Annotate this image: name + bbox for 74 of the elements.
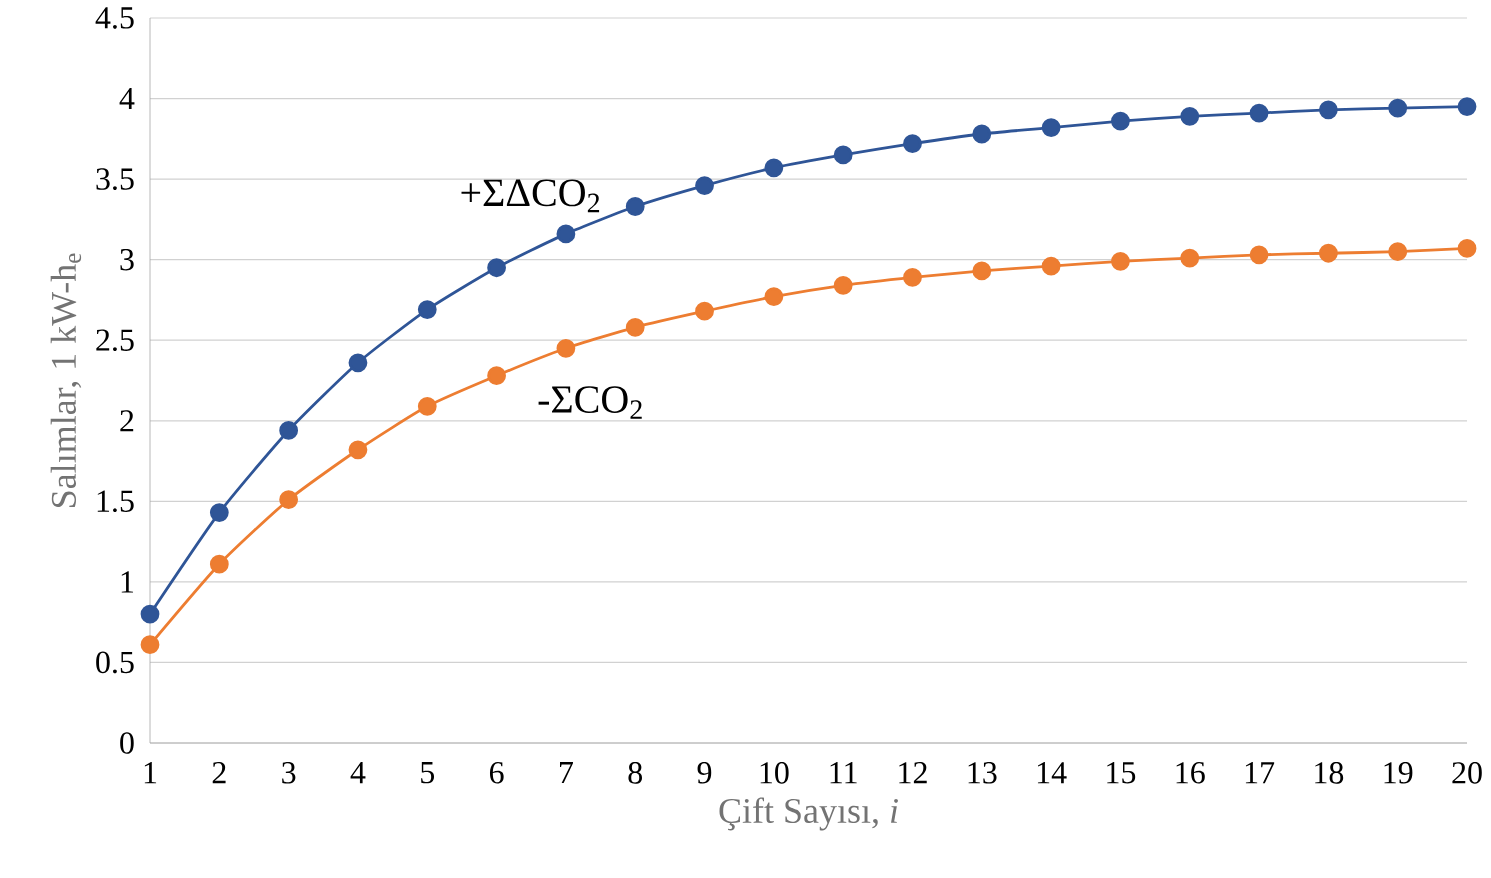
point	[695, 176, 714, 195]
point	[209, 503, 229, 523]
y-tick-label: 3	[120, 248, 134, 271]
x-tick-label: 7	[560, 762, 573, 784]
point	[764, 158, 784, 178]
point	[1388, 98, 1408, 118]
x-axis-title: Çift Sayısı, i	[719, 797, 898, 831]
y-tick-label: 3.5	[96, 168, 134, 190]
x-tick-label: 17	[1245, 762, 1275, 784]
point	[833, 145, 853, 165]
y-tick-label: 4.5	[95, 7, 134, 29]
point	[625, 197, 645, 216]
point	[1249, 245, 1269, 265]
point	[833, 276, 853, 295]
x-tick-label: 14	[1037, 762, 1067, 784]
point	[903, 134, 922, 154]
point	[140, 604, 160, 624]
x-tick-label: 9	[697, 762, 712, 784]
point	[556, 224, 576, 244]
y-tick-label: 0	[120, 732, 134, 754]
x-tick-label: 1	[144, 762, 157, 784]
x-tick-label: 13	[968, 762, 997, 784]
point	[972, 124, 992, 144]
x-tick-label: 4	[350, 762, 366, 784]
point	[972, 261, 992, 281]
y-tick-label: 0.5	[96, 651, 134, 674]
x-tick-label: 5	[421, 762, 435, 784]
point	[1318, 100, 1338, 120]
y-tick-label: 2.5	[96, 329, 134, 352]
point	[417, 396, 437, 416]
point	[1111, 111, 1130, 131]
x-tick-label: 20	[1452, 762, 1482, 784]
y-axis-title: Salımlar, 1 kW-h$_{e}$	[50, 253, 82, 507]
x-tick-label: 10	[760, 762, 789, 784]
point	[487, 366, 506, 386]
x-tick-label: 15	[1107, 762, 1136, 784]
point	[1180, 248, 1200, 268]
x-tick-label: 8	[628, 762, 642, 784]
point	[556, 338, 576, 358]
point	[1111, 251, 1130, 271]
point	[695, 301, 714, 321]
point	[417, 300, 437, 320]
series-label: -ΣCO$_{2}$	[538, 386, 642, 419]
point	[1457, 238, 1477, 258]
point	[279, 421, 299, 440]
point	[348, 353, 368, 373]
point	[487, 258, 506, 278]
point	[903, 267, 922, 287]
point	[209, 554, 229, 574]
x-tick-label: 19	[1384, 762, 1413, 784]
series-label: +ΣΔCO$_{2}$	[461, 179, 600, 213]
x-tick-label: 18	[1315, 762, 1344, 784]
y-tick-label: 1.5	[97, 490, 134, 513]
point	[625, 317, 645, 337]
point	[1180, 106, 1200, 126]
point	[348, 440, 368, 460]
point	[1388, 242, 1408, 262]
point	[279, 490, 299, 510]
x-tick-label: 16	[1176, 762, 1205, 784]
y-tick-label: 1	[121, 571, 134, 593]
x-tick-label: 3	[282, 762, 296, 784]
point	[764, 287, 784, 307]
point	[1249, 103, 1269, 123]
point	[1457, 97, 1477, 117]
point	[1041, 118, 1061, 137]
x-tick-label: 12	[899, 762, 927, 784]
point	[1318, 243, 1338, 263]
y-tick-label: 4	[119, 88, 135, 110]
point	[140, 635, 160, 655]
x-tick-label: 2	[212, 762, 226, 784]
y-tick-label: 2	[120, 410, 134, 432]
x-tick-label: 6	[489, 762, 504, 784]
x-tick-label: 11	[830, 762, 857, 784]
point	[1041, 256, 1061, 276]
